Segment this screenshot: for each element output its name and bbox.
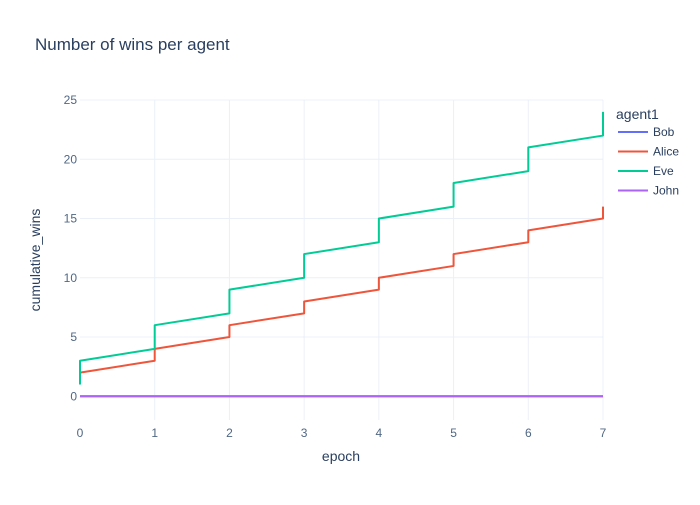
x-tick-label-1: 1 [151,426,158,440]
x-tick-label-6: 6 [525,426,532,440]
x-tick-label-2: 2 [226,426,233,440]
legend-item-eve[interactable]: Eve [618,164,674,178]
y-tick-label-3: 15 [64,212,78,226]
x-tick-label-4: 4 [376,426,383,440]
x-tick-label-0: 0 [77,426,84,440]
x-tick-label-5: 5 [450,426,457,440]
legend-item-bob[interactable]: Bob [618,125,675,139]
series-lines [79,111,604,398]
legend-label-alice: Alice [653,145,679,159]
x-tick-label-7: 7 [600,426,607,440]
chart-title: Number of wins per agent [35,35,230,54]
x-tick-labels: 0 1 2 3 4 5 6 7 [77,426,607,440]
legend-label-bob: Bob [653,125,675,139]
x-tick-label-3: 3 [301,426,308,440]
y-tick-label-2: 10 [64,271,78,285]
legend[interactable]: agent1 Bob Alice Eve John [616,106,679,198]
legend-item-alice[interactable]: Alice [618,145,679,159]
x-axis-title: epoch [322,448,360,464]
y-tick-label-4: 20 [64,152,78,166]
series-line-eve [79,111,604,385]
legend-title: agent1 [616,106,659,122]
y-tick-label-5: 25 [64,93,78,107]
y-tick-label-1: 5 [70,330,77,344]
series-line-alice [79,206,604,385]
y-tick-labels: 0 5 10 15 20 25 [64,93,78,403]
legend-label-john: John [653,184,679,198]
legend-label-eve: Eve [653,164,674,178]
legend-item-john[interactable]: John [618,184,679,198]
y-axis-title: cumulative_wins [27,209,43,312]
y-tick-label-0: 0 [70,389,77,403]
